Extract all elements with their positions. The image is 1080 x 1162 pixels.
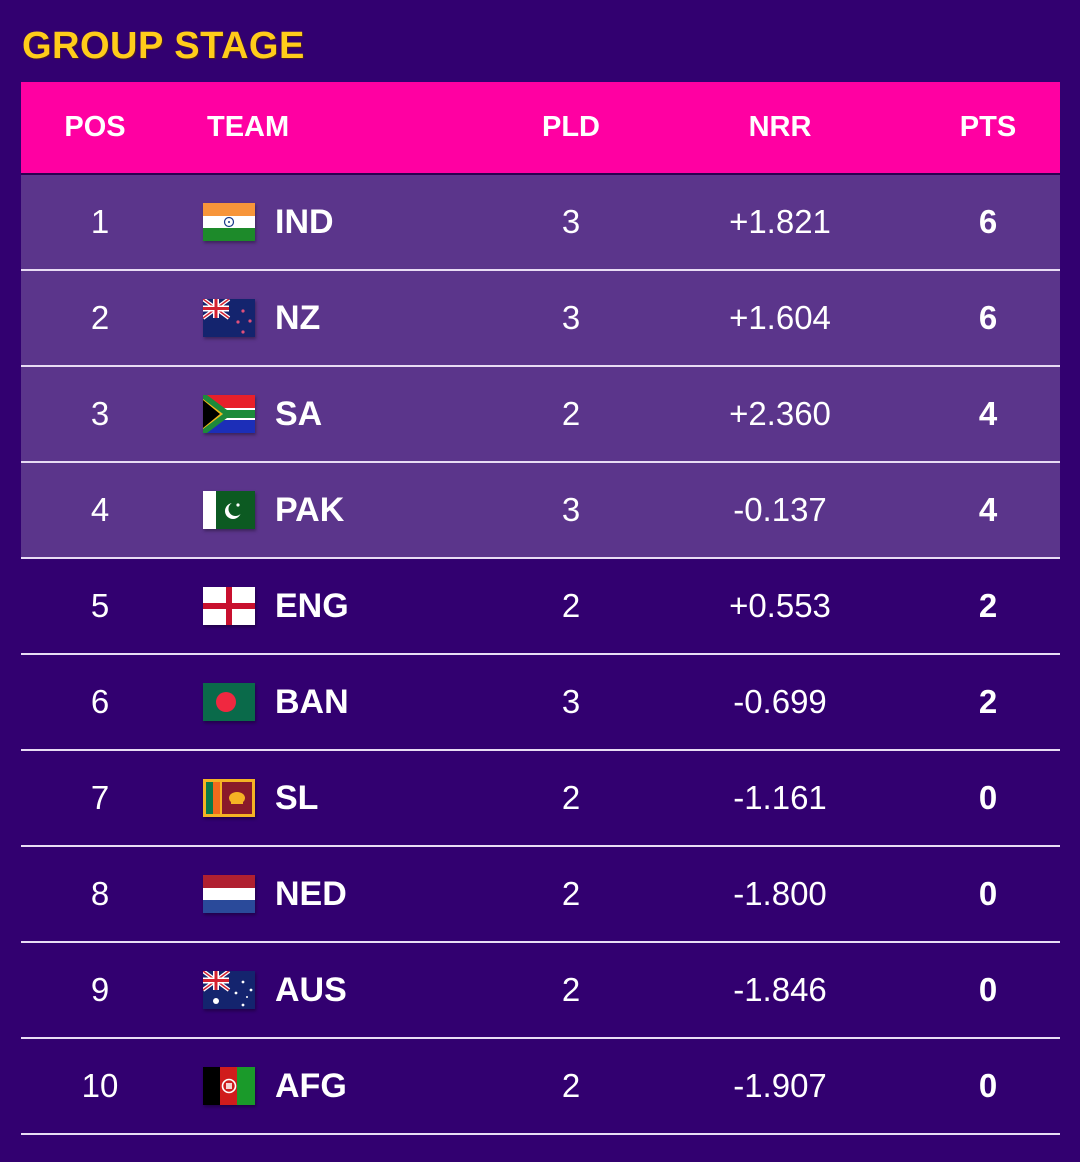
pakistan-flag-icon	[203, 491, 255, 529]
team-cell: PAK	[179, 491, 505, 530]
played: 2	[561, 971, 581, 1008]
played: 2	[561, 395, 581, 432]
table-row: 7 SL 2 -1.161 0	[21, 751, 1060, 847]
table-row: 6 BAN 3 -0.699 2	[21, 655, 1060, 751]
team-cell: AFG	[179, 1067, 505, 1106]
played: 2	[561, 587, 581, 624]
net-run-rate: -0.137	[733, 491, 827, 528]
net-run-rate: -1.800	[733, 875, 827, 912]
points: 4	[978, 491, 998, 528]
column-header-nrr: NRR	[748, 111, 812, 143]
india-flag-icon	[203, 203, 255, 241]
points: 4	[978, 395, 998, 432]
points: 2	[978, 683, 998, 720]
table-row: 3 SA 2 +2.360 4	[21, 367, 1060, 463]
position: 10	[81, 1067, 119, 1104]
column-header-team: TEAM	[207, 111, 290, 143]
bangladesh-flag-icon	[203, 683, 255, 721]
position: 6	[90, 683, 110, 720]
points: 0	[978, 1067, 998, 1104]
team-name: AUS	[275, 970, 347, 1009]
played: 2	[561, 779, 581, 816]
position: 4	[90, 491, 110, 528]
team-name: NZ	[275, 298, 321, 337]
page-title: GROUP STAGE	[22, 25, 305, 67]
team-cell: SL	[179, 779, 505, 818]
team-cell: ENG	[179, 587, 505, 626]
net-run-rate: -1.907	[733, 1067, 827, 1104]
team-cell: SA	[179, 395, 505, 434]
position: 1	[90, 203, 110, 240]
points: 0	[978, 971, 998, 1008]
position: 3	[90, 395, 110, 432]
south-africa-flag-icon	[203, 395, 255, 433]
net-run-rate: +1.821	[729, 203, 831, 240]
column-header-pts: PTS	[959, 111, 1017, 143]
australia-flag-icon	[203, 971, 255, 1009]
played: 3	[561, 203, 581, 240]
table-row: 2 NZ 3 +1.604 6	[21, 271, 1060, 367]
team-name: IND	[275, 202, 334, 241]
played: 3	[561, 491, 581, 528]
netherlands-flag-icon	[203, 875, 255, 913]
team-name: SL	[275, 778, 319, 817]
team-name: AFG	[275, 1066, 347, 1105]
team-name: PAK	[275, 490, 345, 529]
team-name: SA	[275, 394, 323, 433]
team-cell: NZ	[179, 299, 505, 338]
england-flag-icon	[203, 587, 255, 625]
position: 5	[90, 587, 110, 624]
team-cell: NED	[179, 875, 505, 914]
played: 3	[561, 683, 581, 720]
table-row: 1 IND 3 +1.821 6	[21, 175, 1060, 271]
table-row: 9 AUS 2 -1.846 0	[21, 943, 1060, 1039]
position: 7	[90, 779, 110, 816]
played: 2	[561, 875, 581, 912]
team-name: NED	[275, 874, 347, 913]
points: 6	[978, 299, 998, 336]
position: 9	[90, 971, 110, 1008]
position: 8	[90, 875, 110, 912]
afghanistan-flag-icon	[203, 1067, 255, 1105]
table-row: 4 PAK 3 -0.137 4	[21, 463, 1060, 559]
net-run-rate: -1.846	[733, 971, 827, 1008]
table-row: 8 NED 2 -1.800 0	[21, 847, 1060, 943]
team-cell: BAN	[179, 683, 505, 722]
points: 0	[978, 779, 998, 816]
team-name: BAN	[275, 682, 349, 721]
column-header-pld: PLD	[542, 111, 600, 143]
net-run-rate: -1.161	[733, 779, 827, 816]
net-run-rate: +1.604	[729, 299, 831, 336]
team-cell: IND	[179, 203, 505, 242]
points: 6	[978, 203, 998, 240]
table-row: 5 ENG 2 +0.553 2	[21, 559, 1060, 655]
played: 3	[561, 299, 581, 336]
column-header-pos: POS	[64, 111, 126, 143]
net-run-rate: -0.699	[733, 683, 827, 720]
new-zealand-flag-icon	[203, 299, 255, 337]
position: 2	[90, 299, 110, 336]
standings-table: POS TEAM PLD NRR PTS 1 IND 3 +1.821 6 2 …	[21, 82, 1060, 1135]
points: 0	[978, 875, 998, 912]
played: 2	[561, 1067, 581, 1104]
net-run-rate: +2.360	[729, 395, 831, 432]
sri-lanka-flag-icon	[203, 779, 255, 817]
table-row: 10 AFG 2 -1.907 0	[21, 1039, 1060, 1135]
team-cell: AUS	[179, 971, 505, 1010]
table-header: POS TEAM PLD NRR PTS	[21, 82, 1060, 175]
points: 2	[978, 587, 998, 624]
team-name: ENG	[275, 586, 349, 625]
net-run-rate: +0.553	[729, 587, 831, 624]
